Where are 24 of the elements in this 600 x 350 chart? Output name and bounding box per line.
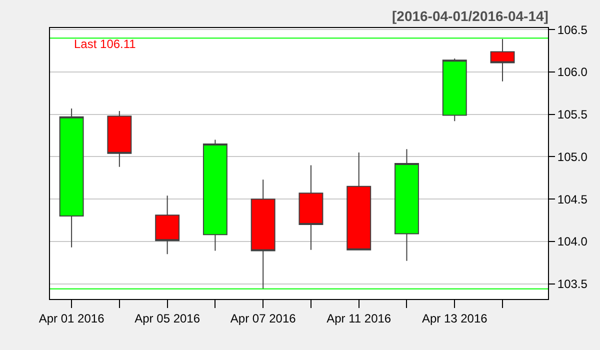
candlestick (155, 195, 180, 255)
candlestick (107, 110, 132, 168)
candlestick (298, 164, 324, 250)
candlestick (490, 38, 515, 82)
x-tick-label: Apr 11 2016 (326, 311, 392, 326)
candlestick (59, 108, 84, 248)
y-tick-label: 105.0 (557, 150, 588, 164)
x-tick-label: Apr 07 2016 (230, 311, 296, 326)
x-tick-label: Apr 13 2016 (422, 311, 488, 326)
y-tick-label: 104.0 (557, 234, 588, 249)
candlestick (394, 148, 419, 262)
candlestick (346, 152, 372, 250)
y-tick-label: 106.0 (557, 65, 588, 80)
candlestick (250, 179, 276, 290)
y-tick-label: 104.5 (557, 192, 588, 206)
y-tick-label: 106.5 (557, 22, 588, 37)
x-tick-label: Apr 05 2016 (134, 311, 200, 326)
x-tick-label: Apr 01 2016 (38, 311, 105, 326)
y-tick-label: 105.5 (557, 108, 588, 122)
y-tick-label: 103.5 (557, 276, 588, 291)
chart-title: [2016-04-01/2016-04-14] (392, 8, 548, 24)
annotation: Last 106.11 (74, 37, 136, 51)
candlestick (202, 139, 228, 252)
candlestick (442, 58, 467, 122)
